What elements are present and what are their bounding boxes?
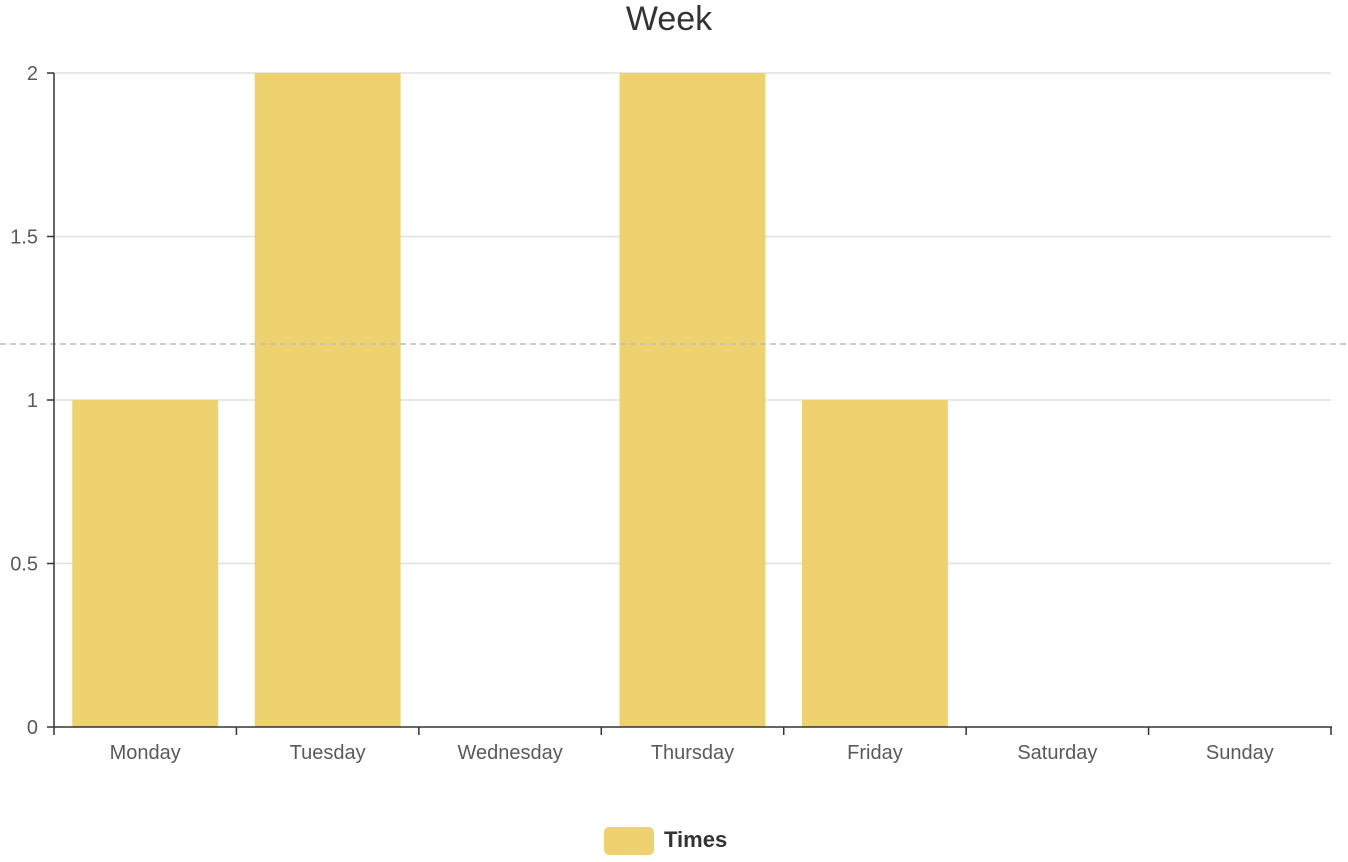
bar-thursday[interactable] — [619, 73, 766, 727]
x-tick-label: Monday — [110, 742, 181, 764]
y-tick-labels: 0 0.5 1 1.5 2 — [10, 63, 38, 739]
bar-tuesday[interactable] — [254, 73, 401, 727]
axes — [47, 72, 1332, 735]
y-tick-label: 1.5 — [10, 227, 38, 249]
bar-friday[interactable] — [801, 400, 948, 727]
legend-label-times: Times — [664, 827, 727, 852]
x-tick-labels: Monday Tuesday Wednesday Thursday Friday Satu… — [110, 742, 1274, 764]
chart-title: Week — [626, 0, 713, 38]
y-tick-label: 2 — [27, 63, 38, 85]
x-tick-label: Saturday — [1017, 742, 1097, 764]
x-tick-label: Thursday — [651, 742, 734, 764]
x-tick-label: Sunday — [1206, 742, 1274, 764]
legend-swatch-times — [604, 827, 654, 855]
x-tick-label: Tuesday — [290, 742, 366, 764]
x-tick-label: Wednesday — [457, 742, 562, 764]
legend[interactable]: Times — [604, 827, 727, 855]
bars — [72, 73, 948, 727]
bar-monday[interactable] — [72, 400, 219, 727]
y-tick-label: 0.5 — [10, 554, 38, 576]
y-tick-label: 0 — [27, 717, 38, 739]
x-tick-label: Friday — [847, 742, 903, 764]
y-tick-label: 1 — [27, 390, 38, 412]
